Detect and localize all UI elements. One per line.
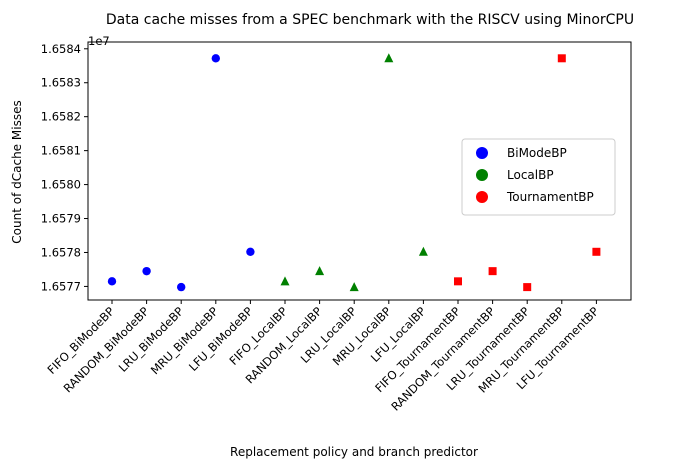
y-tick-label: 1.6577 — [41, 279, 81, 293]
data-point-bimodebp — [211, 54, 220, 63]
data-point-bimodebp — [142, 266, 151, 276]
y-tick-label: 1.6578 — [41, 245, 81, 259]
legend-label: BiModeBP — [507, 146, 567, 160]
y-tick-label: 1.6583 — [41, 76, 81, 90]
legend-marker — [476, 147, 488, 159]
legend-marker — [476, 169, 488, 181]
plot-area: 1.6577 1.6578 1.6579 1.6580 1.6581 1.6582 1.65… — [41, 41, 632, 414]
data-point-localbp — [418, 246, 428, 256]
data-point-bimodebp — [177, 282, 186, 292]
y-tick-label: 1.6582 — [41, 110, 81, 124]
data-point-tournamentbp — [523, 283, 532, 292]
legend-label: LocalBP — [507, 168, 554, 182]
plot-frame — [87, 41, 632, 301]
data-point-tournamentbp — [557, 54, 566, 63]
data-point-tournamentbp — [488, 267, 497, 276]
y-tick-label: 1.6581 — [41, 144, 81, 158]
data-point-localbp — [349, 282, 359, 292]
x-axis-label: Replacement policy and branch predictor — [230, 445, 478, 459]
data-point-localbp — [280, 276, 290, 286]
data-point-tournamentbp — [454, 277, 462, 286]
data-point-bimodebp — [246, 247, 255, 256]
data-point-bimodebp — [107, 277, 117, 286]
y-tick-label: 1.6579 — [41, 212, 81, 226]
y-offset-text: 1e7 — [88, 34, 110, 48]
data-point-localbp — [384, 53, 394, 63]
chart-title: Data cache misses from a SPEC benchmark … — [106, 12, 634, 28]
legend-marker — [476, 191, 488, 203]
data-point-localbp — [315, 266, 325, 276]
y-tick-label: 1.6584 — [41, 42, 81, 56]
y-tick-label: 1.6580 — [41, 178, 81, 192]
y-axis-label: Count of dCache Misses — [10, 100, 24, 243]
legend: BiModeBP LocalBP TournamentBP — [461, 138, 616, 216]
legend-label: TournamentBP — [506, 190, 594, 204]
data-point-tournamentbp — [592, 247, 601, 256]
legend-box — [461, 138, 616, 216]
